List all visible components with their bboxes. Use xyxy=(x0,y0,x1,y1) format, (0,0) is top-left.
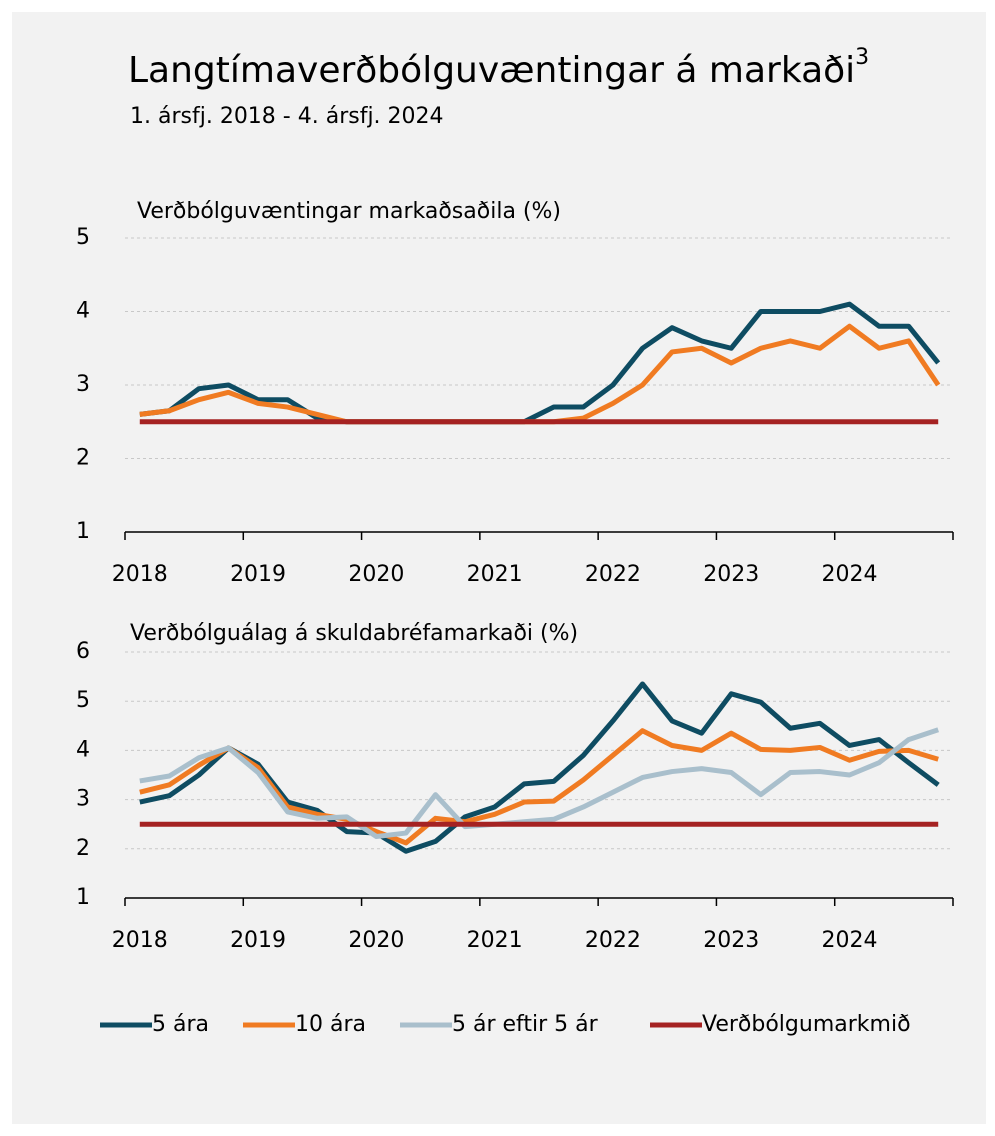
title-text: Langtímaverðbólguvæntingar á markaði xyxy=(128,50,855,91)
y-tick-label: 3 xyxy=(76,372,90,397)
axis-title: Verðbólguálag á skuldabréfamarkaði (%) xyxy=(130,621,578,646)
background xyxy=(12,12,986,1124)
x-tick-label: 2020 xyxy=(348,928,404,953)
chart-subtitle: 1. ársfj. 2018 - 4. ársfj. 2024 xyxy=(130,104,444,129)
x-tick-label: 2021 xyxy=(467,562,523,587)
x-tick-label: 2023 xyxy=(703,562,759,587)
x-tick-label: 2024 xyxy=(822,928,878,953)
x-tick-label: 2024 xyxy=(822,562,878,587)
x-tick-label: 2019 xyxy=(230,928,286,953)
chart-title: Langtímaverðbólguvæntingar á markaði3 xyxy=(128,45,869,91)
y-tick-label: 3 xyxy=(76,787,90,812)
y-tick-label: 1 xyxy=(76,885,90,910)
axis-title: Verðbólguvæntingar markaðsaðila (%) xyxy=(137,199,561,224)
y-tick-label: 5 xyxy=(76,225,90,250)
x-tick-label: 2023 xyxy=(703,928,759,953)
y-tick-label: 4 xyxy=(76,299,90,324)
x-tick-label: 2021 xyxy=(467,928,523,953)
y-tick-label: 2 xyxy=(76,446,90,471)
y-tick-label: 2 xyxy=(76,836,90,861)
y-tick-label: 4 xyxy=(76,737,90,762)
title-note: 3 xyxy=(855,45,869,70)
legend-label: 5 ár eftir 5 ár xyxy=(452,1012,599,1037)
series-line xyxy=(139,301,941,425)
series-line xyxy=(139,681,940,854)
legend-label: 5 ára xyxy=(152,1012,209,1037)
x-tick-label: 2018 xyxy=(112,928,168,953)
x-tick-label: 2022 xyxy=(585,928,641,953)
x-tick-label: 2022 xyxy=(585,562,641,587)
series-line xyxy=(139,728,939,846)
x-tick-label: 2020 xyxy=(348,562,404,587)
y-tick-label: 5 xyxy=(76,688,90,713)
y-tick-label: 6 xyxy=(76,639,90,664)
x-tick-label: 2018 xyxy=(112,562,168,587)
y-tick-label: 1 xyxy=(76,519,90,544)
legend-label: 10 ára xyxy=(295,1012,366,1037)
x-tick-label: 2019 xyxy=(230,562,286,587)
series-line xyxy=(139,727,940,839)
legend-label: Verðbólgumarkmið xyxy=(702,1012,911,1037)
